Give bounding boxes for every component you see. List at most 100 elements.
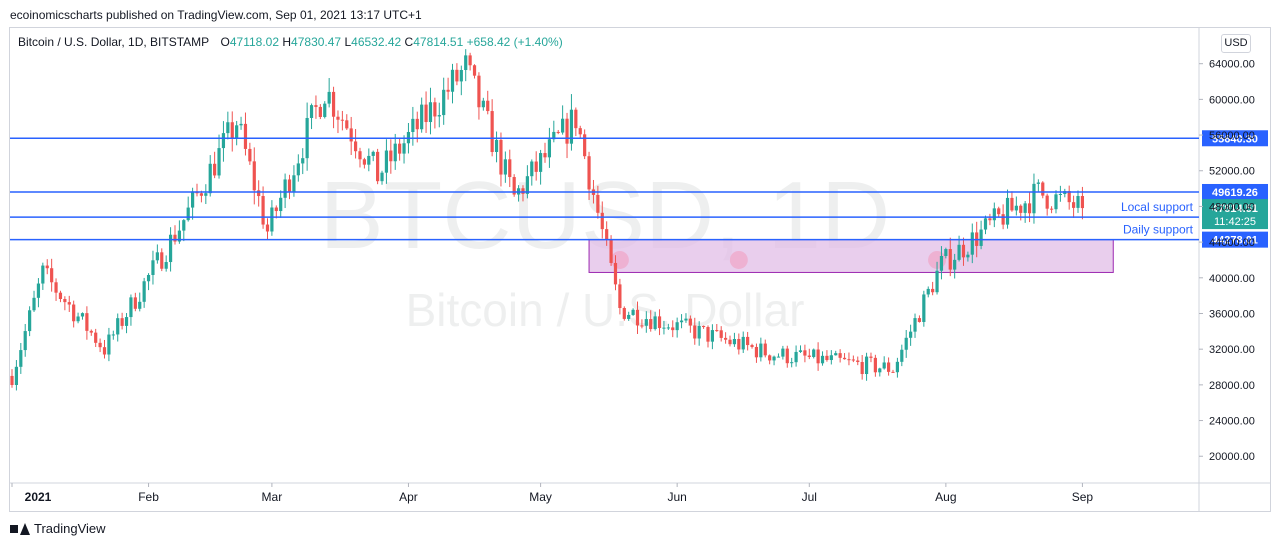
candle-body bbox=[80, 313, 85, 317]
candle-body bbox=[138, 301, 142, 309]
candle-body bbox=[1032, 183, 1036, 214]
candle-body bbox=[508, 159, 512, 178]
candle-body bbox=[45, 265, 49, 269]
candle-body bbox=[261, 196, 265, 225]
candle-body bbox=[446, 89, 450, 92]
y-tick-label: 56000.00 bbox=[1209, 130, 1255, 142]
candle-body bbox=[151, 260, 155, 275]
candle-body bbox=[411, 118, 415, 132]
candle-body bbox=[314, 105, 318, 107]
candle-body bbox=[146, 274, 151, 282]
candle-body bbox=[402, 143, 406, 154]
candle-body bbox=[812, 349, 816, 357]
candle-body bbox=[803, 350, 807, 356]
candle-body bbox=[107, 334, 111, 355]
x-tick-label: Sep bbox=[1072, 490, 1094, 504]
candle-body bbox=[1041, 182, 1045, 196]
candle-body bbox=[997, 208, 1001, 215]
candle-body bbox=[613, 262, 618, 285]
candle-body bbox=[309, 105, 314, 118]
y-tick-label: 52000.00 bbox=[1209, 166, 1255, 178]
candle-body bbox=[1049, 208, 1054, 210]
candle-body bbox=[882, 362, 886, 369]
high-label: H bbox=[282, 35, 292, 49]
candle-body bbox=[168, 234, 173, 263]
y-tick-label: 64000.00 bbox=[1209, 59, 1255, 71]
candle-body bbox=[160, 252, 164, 269]
candle-body bbox=[63, 298, 67, 303]
footer-brand[interactable]: TradingView bbox=[10, 521, 106, 536]
candle-body bbox=[649, 319, 653, 330]
candle-body bbox=[856, 360, 860, 363]
candle-body bbox=[521, 188, 525, 194]
candle-body bbox=[688, 318, 692, 326]
candle-body bbox=[706, 327, 710, 342]
candle-body bbox=[1001, 214, 1005, 225]
level-price-tag bbox=[1202, 183, 1268, 200]
candle-body bbox=[701, 325, 706, 328]
candle-body bbox=[816, 349, 820, 364]
level-price-tag bbox=[1202, 231, 1268, 248]
x-tick-label: Jul bbox=[802, 490, 817, 504]
candle-body bbox=[922, 294, 926, 322]
candle-body bbox=[864, 356, 869, 375]
candle-body bbox=[481, 100, 485, 108]
close-value: 47814.51 bbox=[413, 35, 464, 49]
level-lines: 55640.30 49619.26 Local support 44278.01 Dai… bbox=[10, 130, 1268, 248]
candle-body bbox=[556, 131, 560, 133]
candle-body bbox=[820, 355, 825, 364]
candle-body bbox=[393, 143, 397, 162]
candle-body bbox=[19, 350, 23, 367]
candle-body bbox=[349, 128, 353, 142]
level-price-tag bbox=[1202, 130, 1268, 147]
candle-body bbox=[913, 318, 917, 332]
candle-body bbox=[825, 355, 829, 361]
candle-body bbox=[631, 309, 635, 315]
candle-body bbox=[376, 151, 380, 182]
candle-body bbox=[323, 103, 327, 117]
candle-body bbox=[574, 109, 578, 129]
level-price-label: 44278.01 bbox=[1212, 235, 1258, 247]
candle-body bbox=[693, 325, 697, 339]
candle-body bbox=[353, 141, 358, 152]
candle-body bbox=[627, 314, 631, 319]
candle-body bbox=[539, 153, 543, 172]
currency-button[interactable]: USD bbox=[1221, 34, 1251, 53]
level-price-label: 55640.30 bbox=[1212, 133, 1258, 145]
candle-body bbox=[961, 244, 966, 258]
candle-body bbox=[1080, 196, 1085, 209]
candle-body bbox=[578, 128, 582, 135]
level-price-label: 49619.26 bbox=[1212, 187, 1258, 199]
candle-body bbox=[367, 155, 371, 165]
candle-body bbox=[389, 150, 393, 162]
candle-body bbox=[28, 310, 32, 332]
candle-body bbox=[450, 69, 455, 92]
candle-body bbox=[992, 208, 996, 221]
y-tick-label: 24000.00 bbox=[1209, 416, 1255, 428]
candle-body bbox=[605, 229, 609, 240]
candle-body bbox=[155, 252, 159, 261]
candle-body bbox=[204, 193, 208, 196]
candle-body bbox=[472, 65, 477, 76]
y-tick-label: 32000.00 bbox=[1209, 344, 1255, 356]
x-tick-label: Apr bbox=[399, 490, 418, 504]
candle-body bbox=[252, 161, 256, 191]
candle-body bbox=[226, 122, 230, 134]
candle-body bbox=[525, 176, 529, 194]
candle-body bbox=[186, 207, 190, 221]
candle-body bbox=[58, 292, 63, 299]
candle-body bbox=[490, 111, 494, 153]
candle-body bbox=[301, 158, 305, 164]
candle-body bbox=[644, 319, 648, 326]
candle-body bbox=[221, 133, 226, 149]
candle-body bbox=[287, 179, 292, 192]
candle-body bbox=[878, 368, 882, 373]
candle-body bbox=[428, 102, 433, 123]
watermark-name: Bitcoin / U.S. Dollar bbox=[406, 284, 805, 336]
candle-body bbox=[32, 297, 36, 311]
candle-body bbox=[111, 334, 115, 336]
candle-body bbox=[776, 356, 781, 358]
candle-body bbox=[102, 347, 107, 355]
candle-body bbox=[565, 118, 569, 144]
